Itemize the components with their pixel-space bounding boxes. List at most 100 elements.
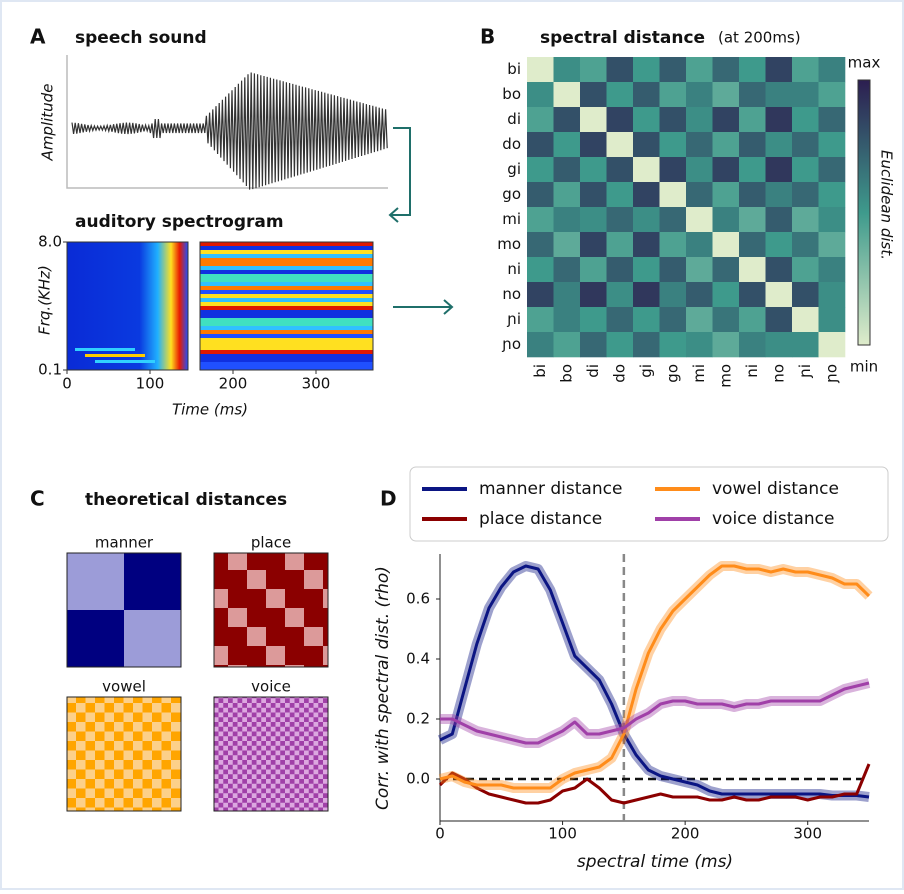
heatmap-cell [606, 157, 634, 183]
heatmap-cell [765, 307, 793, 333]
heatmap-cell [712, 57, 740, 83]
heatmap-cell [527, 57, 554, 83]
heatmap-cell [686, 282, 713, 308]
y-tick-label: 0.2 [406, 710, 430, 728]
heatmap-cell [580, 207, 607, 233]
heatmap-cell [765, 257, 793, 283]
row-label: gi [507, 160, 521, 178]
heatmap-cell [659, 307, 687, 333]
row-label: go [502, 185, 521, 203]
heatmap-cell [553, 207, 581, 233]
waveform [71, 72, 388, 190]
spectrogram-band [200, 246, 373, 251]
column-label: ɲi [796, 364, 814, 379]
heatmap-cell [686, 132, 713, 158]
spectrogram-band [200, 270, 373, 275]
heatmap-cell [633, 57, 660, 83]
spectrogram-band [200, 358, 373, 363]
legend-label: voice distance [712, 509, 834, 529]
x-tick-label: 300 [793, 825, 822, 843]
heatmap-cell [606, 107, 634, 133]
y-tick-label: 8.0 [38, 233, 62, 251]
subplot-title: place [251, 534, 291, 552]
spectrogram-band [200, 298, 373, 303]
x-tick-label: 0 [435, 825, 445, 843]
heatmap-cell [792, 57, 819, 83]
heatmap-cell [580, 257, 607, 283]
heatmap-cell [553, 157, 581, 183]
spectrogram-band [200, 350, 373, 355]
spectrogram-band [200, 310, 373, 315]
pattern [124, 610, 181, 667]
heatmap-cell [765, 232, 793, 258]
heatmap-cell [553, 332, 581, 358]
heatmap-cell [818, 232, 846, 258]
heatmap-cell [606, 232, 634, 258]
row-label: do [502, 135, 521, 153]
heatmap-cell [765, 332, 793, 358]
heatmap-cell [792, 107, 819, 133]
heatmap-cell [580, 332, 607, 358]
axis [66, 55, 388, 189]
heatmap-cell [659, 157, 687, 183]
spectrogram-band [200, 262, 373, 267]
heatmap-cell [580, 107, 607, 133]
heatmap-cell [686, 232, 713, 258]
heatmap-cell [792, 332, 819, 358]
heatmap-cell [580, 282, 607, 308]
heatmap-cell [659, 257, 687, 283]
heatmap-cell [580, 232, 607, 258]
heatmap-cell [553, 82, 581, 108]
heatmap-cell [792, 157, 819, 183]
heatmap-cell [818, 107, 846, 133]
legend-label: place distance [479, 509, 602, 529]
row-label: mi [502, 210, 521, 228]
panel-label: B [480, 25, 495, 49]
spectrogram-band [200, 250, 373, 255]
heatmap-cell [659, 132, 687, 158]
heatmap-cell [527, 107, 554, 133]
heatmap-cell [606, 82, 634, 108]
heatmap-cell [686, 182, 713, 208]
heatmap-cell [712, 207, 740, 233]
heatmap-cell [712, 307, 740, 333]
spectrogram-band [200, 342, 373, 347]
heatmap-cell [633, 182, 660, 208]
heatmap-cell [527, 232, 554, 258]
heatmap-cell [527, 332, 554, 358]
spectrogram-band [200, 318, 373, 323]
heatmap-cell [527, 157, 554, 183]
arrow [388, 127, 411, 223]
heatmap-cell [686, 207, 713, 233]
spectrogram-band [85, 354, 145, 357]
row-label: ɲi [506, 310, 521, 328]
x-axis-label: spectral time (ms) [577, 852, 733, 872]
spectrogram-band [200, 286, 373, 291]
heatmap-cell [765, 207, 793, 233]
column-label: ni [743, 364, 761, 378]
heatmap-cell [712, 107, 740, 133]
spectrogram-band [200, 326, 373, 331]
panel-subtitle: (at 200ms) [718, 29, 801, 47]
heatmap-cell [686, 107, 713, 133]
heatmap-cell [580, 307, 607, 333]
colorbar-label: Euclidean dist. [878, 150, 896, 260]
series-line [439, 564, 871, 790]
heatmap-cell [739, 182, 766, 208]
heatmap-cell [553, 132, 581, 158]
heatmap-cell [792, 307, 819, 333]
heatmap-cell [818, 57, 846, 83]
pattern [67, 553, 124, 610]
panel-title: auditory spectrogram [75, 212, 284, 232]
spectrogram-band [200, 266, 373, 271]
spectrogram-band [200, 242, 373, 247]
heatmap-cell [765, 57, 793, 83]
heatmap-cell [739, 307, 766, 333]
panel-label: D [380, 487, 397, 511]
spectrogram-band [200, 306, 373, 311]
x-tick-label: 0 [62, 375, 72, 393]
column-label: go [663, 364, 681, 383]
pattern-frame [213, 696, 329, 812]
heatmap-cell [527, 257, 554, 283]
